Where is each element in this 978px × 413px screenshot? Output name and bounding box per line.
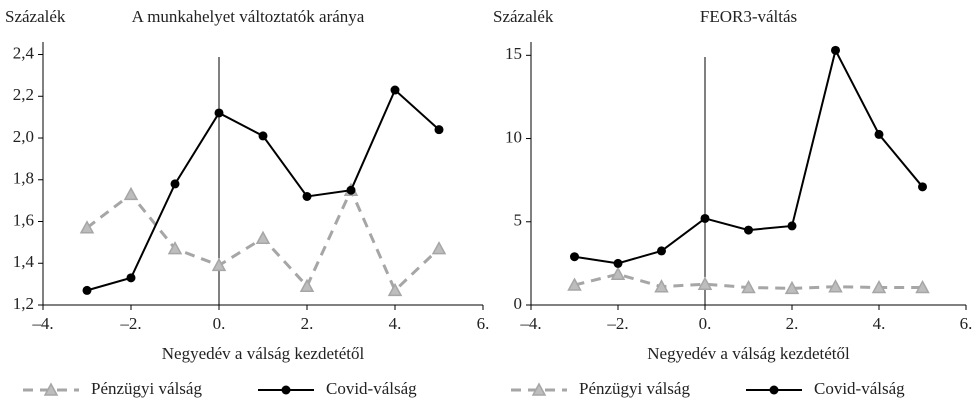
x-tick-label: 6. (477, 314, 490, 333)
y-tick-label: 5 (514, 211, 523, 230)
legend-label: Covid-válság (326, 379, 417, 398)
x-tick-label: 0. (213, 314, 226, 333)
x-tick-label: 0. (699, 314, 712, 333)
marker (613, 258, 623, 268)
legend-label: Covid-válság (814, 379, 905, 398)
marker (387, 282, 403, 297)
marker (784, 280, 800, 295)
y-tick-label: 2,0 (13, 127, 34, 146)
marker (82, 285, 92, 295)
y-axis-label: Százalék (5, 7, 66, 26)
x-axis-label: Negyedév a válság kezdetétől (647, 344, 850, 363)
marker (744, 225, 753, 235)
marker (211, 257, 227, 272)
x-tick-label: 4. (389, 314, 402, 333)
x-tick-label: –2. (606, 314, 628, 333)
x-tick-label: –4. (519, 314, 541, 333)
y-tick-label: 10 (505, 127, 522, 146)
y-tick-label: 1,4 (13, 252, 35, 271)
marker (346, 185, 356, 195)
series-line (86, 88, 440, 292)
marker (700, 213, 710, 223)
marker (302, 191, 312, 201)
y-tick-label: 1,2 (13, 294, 34, 313)
marker (831, 45, 840, 55)
marker (126, 273, 136, 283)
x-tick-label: 6. (960, 314, 973, 333)
marker (567, 277, 582, 291)
marker (657, 246, 666, 256)
marker (787, 221, 797, 231)
marker (123, 186, 139, 201)
x-tick-label: 2. (786, 314, 799, 333)
marker (390, 85, 400, 95)
y-tick-label: 15 (505, 44, 522, 63)
chart-title: FEOR3-váltás (700, 7, 797, 26)
legend-marker (531, 382, 547, 396)
x-tick-label: 4. (873, 314, 886, 333)
legend-marker (281, 385, 291, 395)
y-axis-label: Százalék (493, 7, 554, 26)
marker (570, 252, 579, 262)
x-tick-label: –4. (31, 314, 53, 333)
marker (258, 131, 268, 141)
marker (871, 279, 887, 294)
marker (434, 125, 444, 135)
marker (79, 220, 95, 234)
marker (741, 279, 756, 294)
x-axis-label: Negyedév a válság kezdetétől (162, 344, 365, 363)
x-tick-label: 2. (301, 314, 314, 333)
marker (697, 276, 713, 290)
legend-marker (43, 382, 59, 396)
marker (654, 279, 669, 293)
marker (431, 241, 447, 255)
y-tick-label: 1,6 (13, 210, 34, 229)
legend-marker (769, 385, 779, 395)
marker (167, 241, 183, 255)
marker (170, 179, 180, 189)
marker (874, 129, 884, 139)
marker (214, 108, 224, 118)
marker (255, 230, 271, 244)
marker (828, 279, 843, 293)
y-tick-label: 2,2 (13, 85, 34, 104)
legend-label: Pénzügyi válság (579, 379, 690, 398)
legend-label: Pénzügyi válság (91, 379, 202, 398)
marker (915, 279, 930, 294)
marker (610, 266, 626, 280)
x-tick-label: –2. (119, 314, 141, 333)
chart-title: A munkahelyet változtatók aránya (132, 7, 365, 26)
y-tick-label: 2,4 (13, 43, 35, 62)
y-tick-label: 0 (514, 294, 523, 313)
marker (918, 182, 927, 192)
marker (299, 278, 315, 292)
y-tick-label: 1,8 (13, 169, 34, 188)
